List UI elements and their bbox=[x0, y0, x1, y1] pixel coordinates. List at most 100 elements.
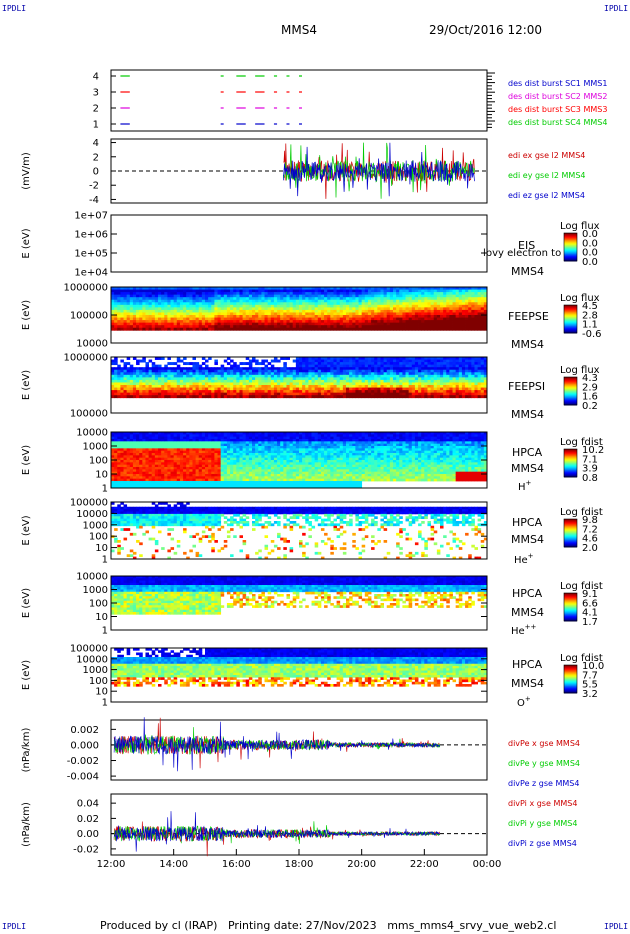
feepsi-colorbar-cell-1 bbox=[564, 378, 577, 380]
feepsi-colorbar-tick-1: 2.9 bbox=[582, 382, 598, 393]
eis-overlay-text: lbvy electron to bbox=[483, 248, 561, 259]
hpca-hepp-colorbar-tick-1: 6.6 bbox=[582, 598, 598, 609]
hpca-he-colorbar-frame bbox=[563, 518, 578, 548]
x-tick-label-3: 18:00 bbox=[285, 859, 314, 870]
hpca-h-colorbar-cell-23 bbox=[564, 475, 577, 478]
hpca-hepp-colorbar-cell-17 bbox=[564, 612, 577, 615]
edi-legend-1: edi ey gse l2 MMS4 bbox=[508, 171, 586, 180]
hpca_hepp-tick-label-4: 10000 bbox=[76, 572, 108, 583]
burst-legend-2: des dist burst SC3 MMS3 bbox=[508, 105, 607, 114]
feepsi-colorbar-cell-19 bbox=[564, 399, 577, 401]
hpca-h-colorbar-cell-17 bbox=[564, 468, 577, 471]
hpca-h-colorbar-cell-7 bbox=[564, 457, 577, 459]
hpca-h-colorbar-cell-19 bbox=[564, 471, 577, 473]
eis-colorbar-cell-17 bbox=[564, 252, 577, 255]
feepse-colorbar-cell-12 bbox=[564, 319, 577, 321]
eis-colorbar-cell-1 bbox=[564, 234, 577, 236]
feepse-colorbar-cell-17 bbox=[564, 324, 577, 327]
eis-colorbar-cell-3 bbox=[564, 236, 577, 239]
feepse-colorbar-cell-19 bbox=[564, 327, 577, 329]
hpca_h-spectrogram bbox=[111, 432, 488, 489]
feepsi-colorbar-cell-12 bbox=[564, 391, 577, 393]
hpca-hepp-colorbar-cell-10 bbox=[564, 604, 577, 607]
corner-label-bottom-right: IPDLI bbox=[604, 922, 629, 931]
hpca_hepp-tick-label-2: 100 bbox=[89, 599, 108, 610]
burst-tick-label-1: 2 bbox=[93, 104, 99, 115]
hpca-hepp-colorbar-tick-2: 4.1 bbox=[582, 608, 598, 619]
hpca-hepp-colorbar-cell-11 bbox=[564, 605, 577, 608]
eis-colorbar-cell-16 bbox=[564, 251, 577, 254]
hpca-h-colorbar-tick-3: 0.8 bbox=[582, 473, 598, 484]
hpca-he-colorbar-cell-5 bbox=[564, 524, 577, 527]
eis-tick-label-3: 1e+07 bbox=[74, 211, 108, 222]
hpca-h-colorbar-cell-5 bbox=[564, 454, 577, 457]
divpe-tick-label-3: 0.002 bbox=[70, 725, 99, 736]
hpca-he-colorbar-tick-2: 4.6 bbox=[582, 534, 598, 545]
hpca-he-colorbar-cell-14 bbox=[564, 535, 577, 537]
hpca-h-colorbar-tick-1: 7.1 bbox=[582, 454, 598, 465]
hpca_h-tick-label-2: 100 bbox=[89, 456, 108, 467]
feepsi-colorbar-cell-14 bbox=[564, 393, 577, 395]
feepsi-colorbar-tick-3: 0.2 bbox=[582, 401, 598, 412]
hpca-hepp-colorbar-cell-14 bbox=[564, 609, 577, 611]
feepsi-colorbar-cell-2 bbox=[564, 379, 577, 381]
hpca-h-colorbar-cell-10 bbox=[564, 460, 577, 463]
feepse-colorbar-cell-9 bbox=[564, 315, 577, 318]
feepsi-tick-label-1: 1000000 bbox=[63, 353, 108, 364]
hpca-hepp-colorbar-cell-21 bbox=[564, 617, 577, 620]
feepsi-tick-label-0: 100000 bbox=[70, 409, 108, 420]
feepse-colorbar-cell-10 bbox=[564, 316, 577, 319]
edi-tick-label-4: 4 bbox=[93, 138, 99, 149]
hpca-he-species: He+ bbox=[514, 552, 534, 566]
hpca_hepp-spectrogram bbox=[111, 576, 488, 615]
hpca_o-tick-label-5: 100000 bbox=[70, 644, 108, 655]
hpca_o-tick-label-3: 1000 bbox=[83, 665, 108, 676]
hpca-o-colorbar-title: Log fdist bbox=[560, 653, 603, 664]
hpca-he-colorbar-cell-19 bbox=[564, 541, 577, 543]
divpi-tick-label-1: 0.00 bbox=[77, 829, 99, 840]
hpca-he-colorbar-cell-1 bbox=[564, 520, 577, 522]
hpca-hepp-colorbar-cell-19 bbox=[564, 615, 577, 617]
hpca-hepp-colorbar-cell-20 bbox=[564, 616, 577, 618]
divpe-series-2 bbox=[113, 717, 441, 772]
feepsi-colorbar-cell-3 bbox=[564, 380, 577, 383]
hpca-hepp-colorbar-tick-0: 9.1 bbox=[582, 589, 598, 600]
hpca_h-tick-label-3: 1000 bbox=[83, 442, 108, 453]
hpca_he-tick-label-1: 10 bbox=[95, 543, 108, 554]
feepse-colorbar-tick-0: 4.5 bbox=[582, 301, 598, 312]
hpca-he-colorbar-cell-6 bbox=[564, 526, 577, 528]
hpca_hepp-tick-label-1: 10 bbox=[95, 612, 108, 623]
hpca-o-colorbar-cell-17 bbox=[564, 684, 577, 687]
feepse-spacecraft: MMS4 bbox=[511, 338, 544, 351]
divpe-ylabel: (nPa/km) bbox=[21, 728, 32, 773]
x-tick-label-4: 20:00 bbox=[347, 859, 376, 870]
eis-colorbar-cell-11 bbox=[564, 245, 577, 248]
hpca_he-tick-label-5: 100000 bbox=[70, 498, 108, 509]
feepse-colorbar-tick-3: -0.6 bbox=[582, 329, 602, 340]
hpca-h-colorbar-cell-15 bbox=[564, 466, 577, 469]
hpca-o-colorbar-cell-15 bbox=[564, 682, 577, 685]
hpca-o-colorbar-cell-21 bbox=[564, 689, 577, 692]
feepse-colorbar-cell-22 bbox=[564, 330, 577, 333]
hpca_h-ylabel: E (eV) bbox=[21, 445, 32, 475]
feepse-instrument: FEEPSE bbox=[508, 310, 549, 323]
eis-colorbar-cell-21 bbox=[564, 257, 577, 260]
hpca-o-colorbar-tick-0: 10.0 bbox=[582, 661, 604, 672]
x-tick-label-6: 00:00 bbox=[473, 859, 502, 870]
hpca_o-tick-label-4: 10000 bbox=[76, 654, 108, 665]
hpca-hepp-colorbar-cell-2 bbox=[564, 595, 577, 597]
hpca_he-spectrogram bbox=[111, 502, 488, 560]
hpca-he-colorbar-cell-23 bbox=[564, 545, 577, 548]
eis-colorbar-cell-23 bbox=[564, 259, 577, 262]
feepsi-colorbar-cell-6 bbox=[564, 384, 577, 386]
eis-colorbar-cell-8 bbox=[564, 242, 577, 244]
hpca-hepp-colorbar-cell-16 bbox=[564, 611, 577, 614]
hpca-hepp-colorbar-title: Log fdist bbox=[560, 581, 603, 592]
hpca-he-colorbar-cell-0 bbox=[564, 519, 577, 521]
feepse-colorbar-cell-7 bbox=[564, 313, 577, 315]
edi-legend-2: edi ez gse l2 MMS4 bbox=[508, 191, 585, 200]
x-tick-label-2: 16:00 bbox=[222, 859, 251, 870]
feepsi-colorbar-cell-15 bbox=[564, 394, 577, 397]
spacecraft-title: MMS4 bbox=[281, 23, 317, 37]
